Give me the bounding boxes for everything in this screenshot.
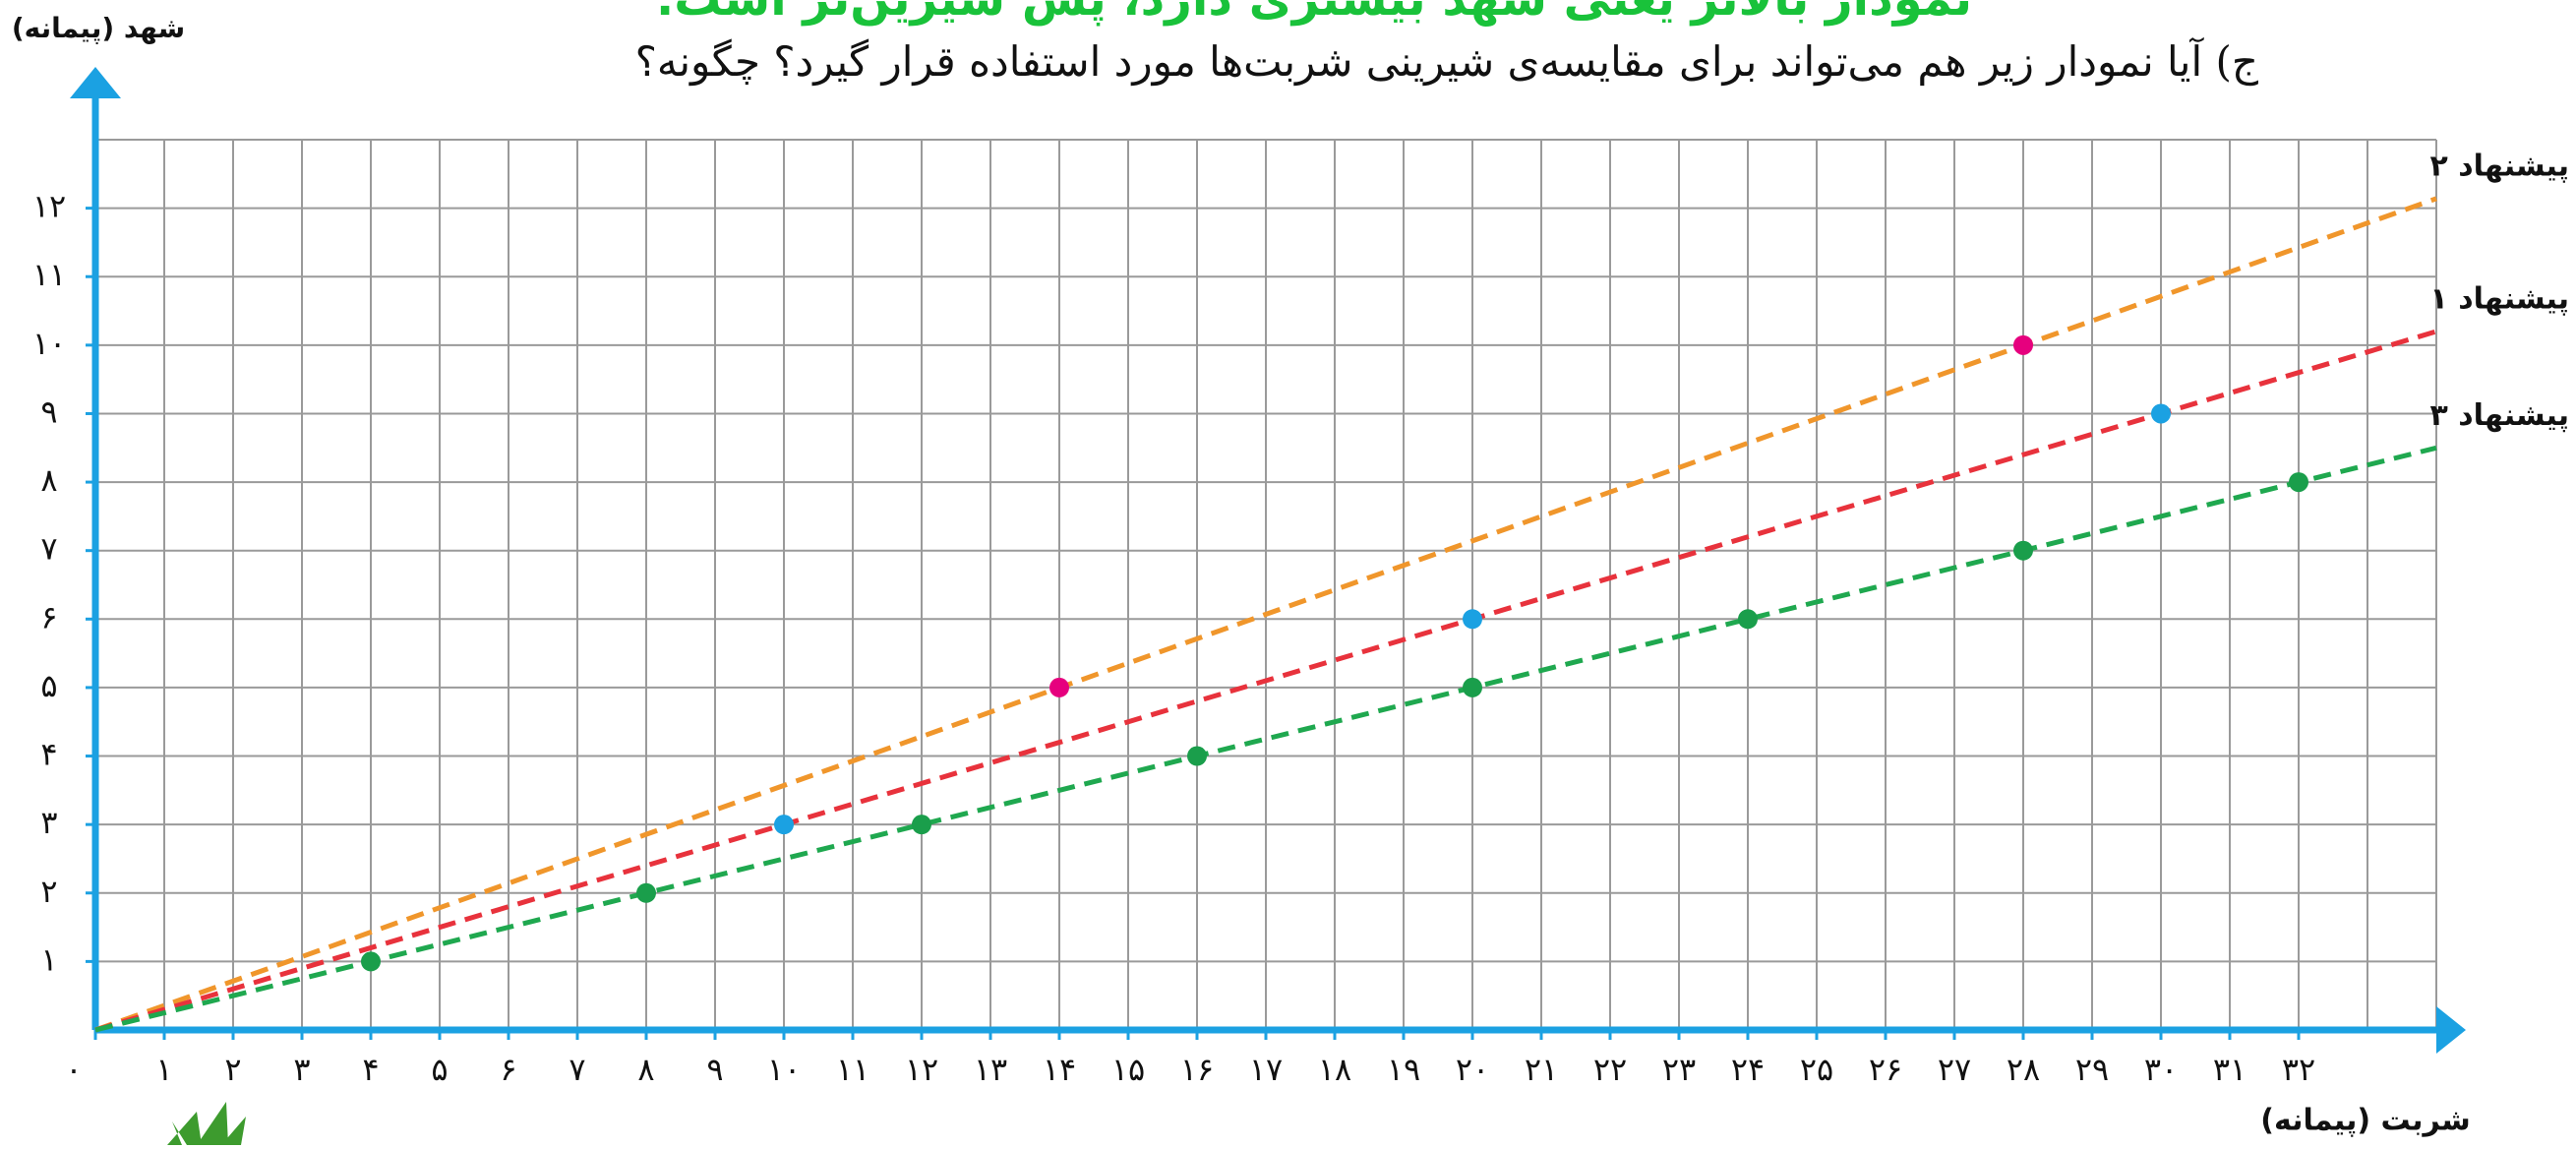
y-tick-label: ۴ <box>40 736 57 773</box>
y-tick-label: ۷ <box>40 530 57 568</box>
data-point <box>2013 335 2033 355</box>
series-label: پیشنهاد ۲ <box>2429 149 2569 183</box>
y-tick-label: ۱ <box>40 940 57 978</box>
x-tick-label: ۱۴ <box>1043 1051 1076 1088</box>
series-label: پیشنهاد ۳ <box>2429 398 2569 433</box>
x-tick-label: ۱۰ <box>767 1051 801 1088</box>
y-tick-label: ۳ <box>40 804 57 841</box>
y-tick-label: ۶ <box>40 598 57 635</box>
x-tick-label: ۳۱ <box>2213 1051 2247 1088</box>
x-tick-label: ۲۶ <box>1869 1051 1902 1088</box>
data-point <box>361 951 381 971</box>
data-point <box>1738 609 1758 629</box>
x-tick-label: ۱۶ <box>1180 1051 1214 1088</box>
y-tick-label: ۲ <box>40 873 57 910</box>
x-tick-label: ۲۲ <box>1593 1051 1627 1088</box>
x-tick-label: ۶ <box>500 1051 516 1088</box>
x-tick-label: ۲۱ <box>1525 1051 1558 1088</box>
x-tick-label: ۱۱ <box>836 1051 869 1088</box>
data-point <box>1187 747 1207 766</box>
x-tick-label: ۲۹ <box>2075 1051 2109 1088</box>
y-tick-label: ۱۲ <box>32 188 66 225</box>
x-tick-label: ۱۲ <box>905 1051 938 1088</box>
x-axis-label: شربت (پیمانه) <box>2260 1104 2470 1138</box>
y-axis-arrow <box>70 67 121 98</box>
y-tick-label: ۹ <box>40 393 57 430</box>
x-tick-label: ۲۷ <box>1938 1051 1971 1088</box>
header-note: نمودار بالاتر یعنی شهد بیشتری دارد، پس ش… <box>656 0 1972 27</box>
data-point <box>1049 678 1069 697</box>
x-tick-label: ۴ <box>362 1051 379 1088</box>
x-tick-label: ۲ <box>224 1051 241 1088</box>
data-point <box>2151 403 2171 423</box>
x-tick-label: ۲۵ <box>1800 1051 1833 1088</box>
data-point <box>2289 472 2308 492</box>
y-tick-label: ۵ <box>40 667 57 704</box>
x-tick-label: ۳۰ <box>2144 1051 2178 1088</box>
data-point <box>2013 541 2033 561</box>
question: ج) آیا نمودار زیر هم می‌تواند برای مقایس… <box>635 36 2259 87</box>
chart: نمودار بالاتر یعنی شهد بیشتری دارد، پس ش… <box>0 0 2576 1145</box>
x-tick-label: ۱۸ <box>1318 1051 1351 1088</box>
x-tick-label: ۱۹ <box>1387 1051 1420 1088</box>
data-point <box>912 815 931 834</box>
x-tick-label: ۲۰ <box>1456 1051 1489 1088</box>
plant <box>167 1102 246 1145</box>
y-tick-label: ۱۱ <box>32 256 66 293</box>
y-tick-label: ۱۰ <box>32 325 66 362</box>
y-tick-label: ۸ <box>40 461 57 499</box>
x-tick-label: ۱۷ <box>1249 1051 1283 1088</box>
plant-leaves <box>167 1102 246 1145</box>
x-tick-label: ۱۳ <box>974 1051 1007 1088</box>
x-tick-label: ۱ <box>155 1051 172 1088</box>
x-tick-label: ۲۸ <box>2007 1051 2040 1088</box>
y-axis-label: شهد (پیمانه) <box>12 12 185 44</box>
x-tick-label: ۹ <box>706 1051 723 1088</box>
x-tick-label: ۲۴ <box>1731 1051 1765 1088</box>
data-point <box>636 883 656 903</box>
x-tick-label: ۲۳ <box>1662 1051 1696 1088</box>
x-tick-label: ۸ <box>637 1051 654 1088</box>
x-tick-label: ۳۲ <box>2282 1051 2315 1088</box>
data-point <box>1463 678 1482 697</box>
x-tick-label: ۵ <box>431 1051 448 1088</box>
x-tick-label: ۷ <box>569 1051 585 1088</box>
series-label: پیشنهاد ۱ <box>2429 281 2569 316</box>
data-point <box>1463 609 1482 629</box>
x-axis-arrow <box>2436 1006 2466 1054</box>
data-point <box>774 815 794 834</box>
x-tick-label: ۱۵ <box>1111 1051 1145 1088</box>
x-tick-label: ۰ <box>65 1051 82 1088</box>
x-tick-label: ۳ <box>293 1051 310 1088</box>
